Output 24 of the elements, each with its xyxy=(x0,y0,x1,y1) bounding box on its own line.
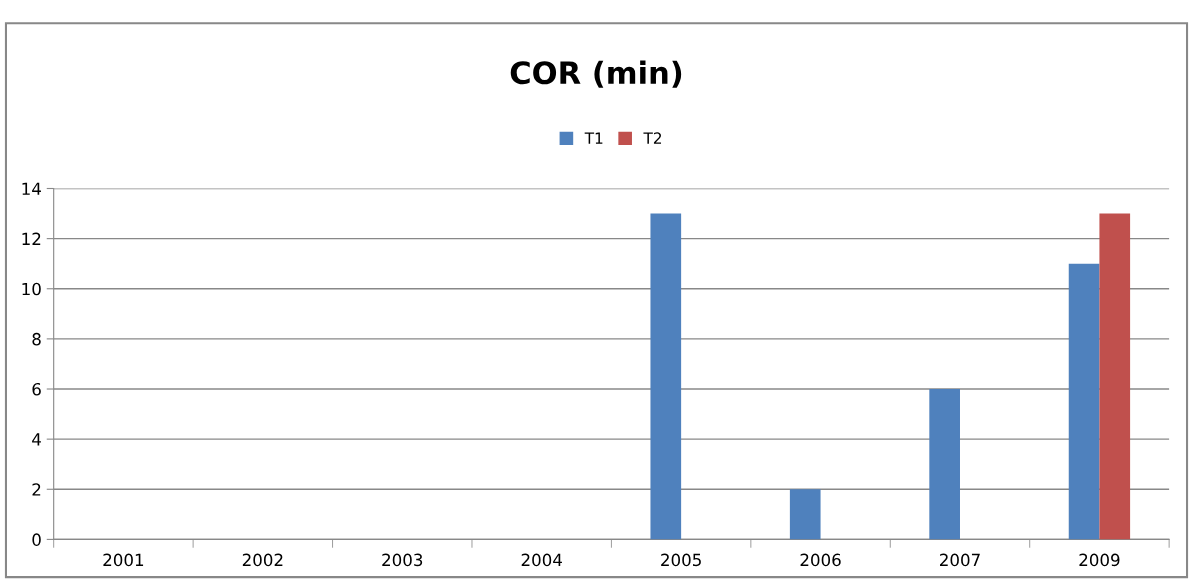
y-tick-label: 14 xyxy=(22,182,41,195)
y-tick-label: 12 xyxy=(22,232,41,245)
x-tick-label: 2002 xyxy=(242,553,283,567)
y-tick-label: 8 xyxy=(32,332,41,346)
x-tick-label: 2001 xyxy=(103,553,144,567)
y-tick-label: 4 xyxy=(32,433,41,446)
legend-label: T1 xyxy=(584,132,603,144)
bar xyxy=(929,389,960,540)
x-tick-label: 2005 xyxy=(661,553,701,567)
bar xyxy=(1099,213,1131,540)
bar xyxy=(650,213,682,540)
bar xyxy=(789,489,821,540)
x-tick-label: 2007 xyxy=(940,553,980,567)
y-tick-label: 10 xyxy=(22,282,41,296)
y-tick-label: 2 xyxy=(32,483,41,496)
x-tick-label: 2009 xyxy=(1079,553,1120,567)
x-tick-label: 2006 xyxy=(800,553,841,567)
x-tick-label: 2003 xyxy=(382,553,423,567)
y-tick-label: 6 xyxy=(32,382,41,396)
x-tick-label: 2004 xyxy=(521,553,562,567)
legend-label: T2 xyxy=(643,132,662,144)
bar xyxy=(1068,263,1100,540)
chart-title: COR (min) xyxy=(510,60,682,88)
y-tick-label: 0 xyxy=(32,533,41,546)
